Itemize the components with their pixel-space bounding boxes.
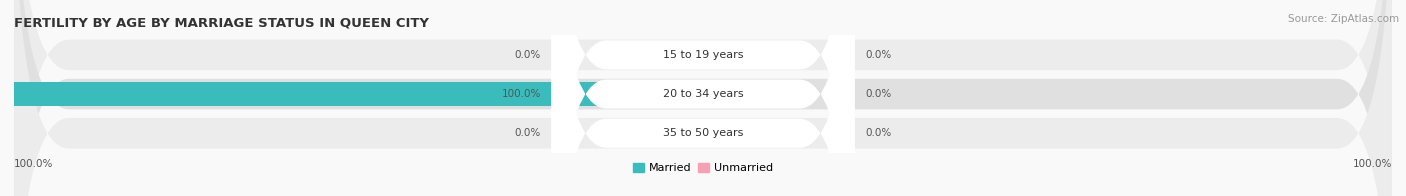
Text: 0.0%: 0.0% <box>865 128 891 138</box>
Bar <box>703 82 734 106</box>
Bar <box>672 121 703 145</box>
Text: 15 to 19 years: 15 to 19 years <box>662 50 744 60</box>
Text: FERTILITY BY AGE BY MARRIAGE STATUS IN QUEEN CITY: FERTILITY BY AGE BY MARRIAGE STATUS IN Q… <box>14 17 429 30</box>
Text: 0.0%: 0.0% <box>515 128 541 138</box>
Bar <box>672 43 703 67</box>
Text: 100.0%: 100.0% <box>1353 159 1392 169</box>
Text: Source: ZipAtlas.com: Source: ZipAtlas.com <box>1288 14 1399 24</box>
Text: 20 to 34 years: 20 to 34 years <box>662 89 744 99</box>
Bar <box>703 43 734 67</box>
Text: 0.0%: 0.0% <box>865 50 891 60</box>
Legend: Married, Unmarried: Married, Unmarried <box>633 163 773 173</box>
FancyBboxPatch shape <box>551 0 855 196</box>
FancyBboxPatch shape <box>14 0 1392 196</box>
Text: 100.0%: 100.0% <box>14 159 53 169</box>
FancyBboxPatch shape <box>14 0 1392 196</box>
Bar <box>14 82 703 106</box>
FancyBboxPatch shape <box>551 0 855 196</box>
Text: 0.0%: 0.0% <box>865 89 891 99</box>
Bar <box>703 121 734 145</box>
FancyBboxPatch shape <box>551 0 855 196</box>
FancyBboxPatch shape <box>14 0 1392 196</box>
Text: 0.0%: 0.0% <box>515 50 541 60</box>
Text: 100.0%: 100.0% <box>502 89 541 99</box>
Text: 35 to 50 years: 35 to 50 years <box>662 128 744 138</box>
